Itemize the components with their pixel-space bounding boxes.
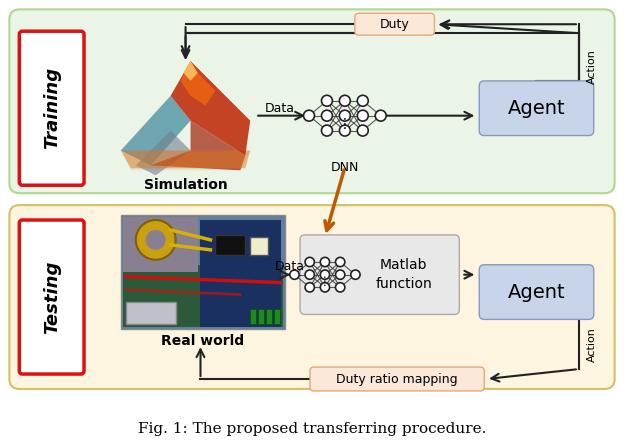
Text: Agent: Agent [508,99,565,118]
Circle shape [303,110,314,121]
Circle shape [305,270,314,279]
Polygon shape [151,121,245,170]
Text: Action: Action [587,50,597,84]
Text: Data: Data [265,102,295,115]
Circle shape [136,220,175,260]
Circle shape [321,95,333,106]
Circle shape [320,283,329,292]
Polygon shape [121,151,250,170]
FancyBboxPatch shape [310,367,484,391]
Text: Training: Training [42,67,61,149]
Circle shape [290,270,299,279]
Circle shape [305,258,314,267]
Text: Testing: Testing [42,260,61,334]
FancyBboxPatch shape [479,81,594,135]
Circle shape [336,283,345,292]
Bar [274,309,280,325]
FancyBboxPatch shape [355,13,434,35]
Circle shape [358,125,368,136]
Text: ⋮: ⋮ [338,117,352,131]
Bar [123,265,283,327]
Circle shape [351,270,360,279]
FancyBboxPatch shape [19,220,84,374]
Circle shape [146,230,165,250]
Circle shape [321,125,333,136]
Circle shape [321,110,333,121]
Bar [123,217,198,272]
Circle shape [339,125,350,136]
Text: Duty: Duty [380,18,409,31]
Circle shape [336,270,345,279]
Bar [215,235,245,255]
Circle shape [320,270,329,279]
Text: Action: Action [587,327,597,362]
Bar [126,302,175,325]
Circle shape [339,95,350,106]
Text: Simulation: Simulation [144,178,227,192]
Polygon shape [180,61,215,106]
FancyBboxPatch shape [9,205,615,389]
Circle shape [305,283,314,292]
Circle shape [320,258,329,267]
Text: Data: Data [275,260,305,273]
FancyBboxPatch shape [479,265,594,319]
Text: Fig. 1: The proposed transferring procedure.: Fig. 1: The proposed transferring proced… [138,422,486,436]
Polygon shape [136,131,190,175]
Text: Real world: Real world [162,334,245,348]
Bar [258,309,264,325]
Bar [121,215,285,329]
Bar [200,220,281,327]
Bar [250,309,256,325]
Polygon shape [170,61,250,155]
Text: Matlab
function: Matlab function [375,258,432,291]
FancyBboxPatch shape [9,9,615,193]
Polygon shape [121,96,190,165]
FancyBboxPatch shape [19,31,84,185]
Circle shape [358,110,368,121]
Text: DNN: DNN [331,161,359,174]
Text: ⋮: ⋮ [319,275,331,288]
Circle shape [358,95,368,106]
Polygon shape [121,151,250,168]
Bar [266,309,272,325]
FancyBboxPatch shape [300,235,459,314]
Bar [250,237,268,255]
Circle shape [375,110,386,121]
Text: Duty ratio mapping: Duty ratio mapping [336,373,458,385]
Polygon shape [183,61,198,81]
Circle shape [339,110,350,121]
Text: Agent: Agent [508,282,565,301]
Circle shape [336,258,345,267]
